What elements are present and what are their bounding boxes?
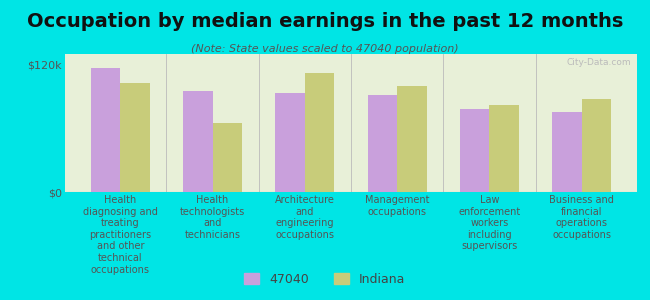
Bar — [91, 68, 120, 192]
Text: City-Data.com: City-Data.com — [567, 58, 631, 67]
Text: Management
occupations: Management occupations — [365, 195, 430, 217]
Text: (Note: State values scaled to 47040 population): (Note: State values scaled to 47040 popu… — [191, 44, 459, 53]
Text: Occupation by median earnings in the past 12 months: Occupation by median earnings in the pas… — [27, 12, 623, 31]
Bar — [489, 105, 519, 192]
Bar — [552, 112, 582, 192]
Text: Architecture
and
engineering
occupations: Architecture and engineering occupations — [275, 195, 335, 240]
Bar — [582, 99, 611, 192]
Bar — [397, 86, 426, 192]
Bar — [213, 123, 242, 192]
Bar — [120, 83, 150, 192]
Bar — [183, 91, 213, 192]
Legend: 47040, Indiana: 47040, Indiana — [239, 268, 411, 291]
Text: Health
diagnosing and
treating
practitioners
and other
technical
occupations: Health diagnosing and treating practitio… — [83, 195, 158, 274]
Bar — [368, 95, 397, 192]
Text: Health
technologists
and
technicians: Health technologists and technicians — [180, 195, 245, 240]
Text: Law
enforcement
workers
including
supervisors: Law enforcement workers including superv… — [458, 195, 521, 251]
Text: Business and
financial
operations
occupations: Business and financial operations occupa… — [549, 195, 614, 240]
Bar — [305, 73, 334, 192]
Bar — [460, 109, 489, 192]
Bar — [276, 93, 305, 192]
